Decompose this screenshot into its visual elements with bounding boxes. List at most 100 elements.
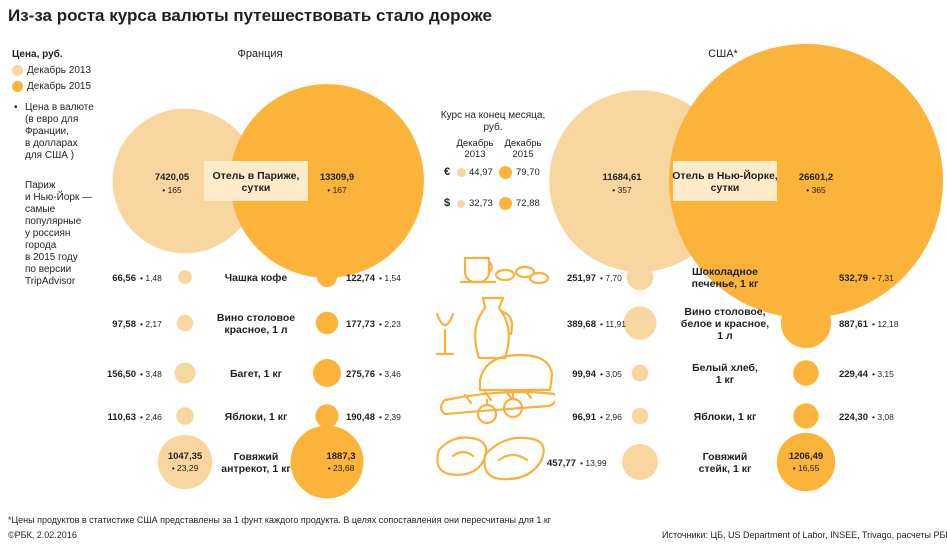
usa-bubble-2013	[622, 444, 658, 480]
dollar-2013-value: 32,73	[469, 198, 493, 209]
france-rub2015-label: 1887,3	[326, 451, 355, 462]
usa-rub2013-label: 457,77	[547, 458, 576, 469]
france-cur2013-label: • 3,48	[140, 369, 162, 379]
steak-icon	[436, 436, 545, 481]
france-cur2015-label: • 2,39	[379, 412, 401, 422]
usa-item-label: Яблоки, 1 кг	[694, 411, 757, 423]
usa-rub2013-label: 251,97	[567, 273, 596, 284]
usa-item-label: Шоколадное	[692, 266, 758, 278]
france-bubble-2015	[313, 359, 341, 387]
france-item-label: Яблоки, 1 кг	[225, 411, 288, 423]
usa-bubble-2013	[623, 306, 657, 340]
usa-cur2013-label: • 357	[612, 185, 632, 195]
france-rub2015-label: 13309,9	[320, 172, 354, 183]
euro-symbol: €	[444, 166, 451, 178]
euro-2015-value: 79,70	[516, 167, 540, 178]
legend-dec2015-swatch	[12, 81, 23, 92]
usa-item-label: сутки	[711, 182, 740, 194]
currency-bullet: •	[14, 102, 18, 113]
usa-bubble-2013	[631, 407, 649, 425]
legend-dec2013-swatch	[12, 65, 23, 76]
france-rub2013-label: 110,63	[107, 412, 136, 423]
france-bubble-2015	[316, 266, 338, 288]
usa-cur2015-label: • 3,15	[872, 369, 894, 379]
usa-bubble-2015	[793, 403, 819, 429]
france-cur2013-label: • 2,17	[140, 319, 162, 329]
chart-title: Из-за роста курса валюты путешествовать …	[8, 6, 492, 25]
dollar-symbol: $	[444, 197, 451, 209]
rates-col-2013: Декабрь 2013	[456, 138, 494, 160]
usa-rub2013-label: 96,91	[572, 412, 596, 423]
legend-dec2015-label: Декабрь 2015	[27, 81, 92, 92]
usa-bubble-2013	[631, 364, 649, 382]
usa-rub2013-label: 99,94	[572, 369, 596, 380]
france-rub2013-label: 156,50	[107, 369, 136, 380]
france-bubble-2013	[176, 314, 194, 332]
sources: Источники: ЦБ, US Department of Labor, I…	[662, 530, 947, 540]
france-rub2015-label: 177,73	[346, 319, 375, 330]
usa-rub2013-label: 389,68	[567, 319, 596, 330]
dollar-2013-dot	[457, 200, 465, 208]
usa-rub2015-label: 532,79	[839, 273, 868, 284]
france-cur2013-label: • 165	[162, 185, 182, 195]
france-cur2015-label: • 167	[327, 185, 347, 195]
usa-item-label: стейк, 1 кг	[699, 463, 752, 475]
france-panel-title: Франция	[237, 48, 282, 60]
cookies-icon	[494, 265, 550, 285]
france-item-label: Говяжий	[234, 451, 279, 463]
currency-note: Цена в валюте (в евро для Франции, в дол…	[25, 102, 94, 161]
usa-hotel-label-band	[673, 161, 777, 201]
usa-item-label: печенье, 1 кг	[692, 278, 759, 290]
usa-cur2015-label: • 365	[806, 185, 826, 195]
credit: ©РБК, 2.02.2016	[8, 530, 77, 540]
france-item-label: красное, 1 л	[224, 324, 287, 336]
france-bubble-2015	[315, 311, 339, 335]
usa-rub2015-label: 229,44	[839, 369, 869, 380]
france-bubble-2013	[178, 270, 192, 284]
usa-item-label: Белый хлеб,	[692, 362, 758, 374]
usa-rub2015-label: 1206,49	[789, 451, 823, 462]
usa-cur2015-label: • 7,31	[872, 273, 894, 283]
france-cur2015-label: • 23,68	[328, 463, 355, 473]
euro-2013-value: 44,97	[469, 167, 493, 178]
usa-bubble-2015	[776, 432, 836, 492]
usa-item-label: белое и красное,	[681, 318, 769, 330]
france-item-label: Отель в Париже,	[213, 170, 300, 182]
france-rub2015-label: 122,74	[346, 273, 376, 284]
france-bubble-2015	[290, 425, 364, 499]
france-bubble-2013	[112, 108, 258, 254]
usa-item-label: Вино столовое,	[684, 306, 765, 318]
france-item-label: антрекот, 1 кг	[221, 463, 291, 475]
france-cur2015-label: • 3,46	[379, 369, 401, 379]
usa-item-label: Отель в Нью-Йорке,	[672, 169, 778, 182]
france-bubble-2015	[315, 404, 339, 428]
euro-2015-dot	[499, 166, 512, 179]
dollar-2015-value: 72,88	[516, 198, 540, 209]
food-illustration	[435, 256, 555, 481]
france-rub2013-label: 7420,05	[155, 172, 190, 183]
usa-rub2013-label: 11684,61	[602, 172, 642, 183]
france-cur2013-label: • 1,48	[140, 273, 162, 283]
usa-bubble-2015	[780, 297, 832, 349]
france-item-label: Вино столовое	[217, 312, 295, 324]
france-hotel-label-band	[204, 161, 308, 201]
bubbles-layer	[112, 43, 944, 499]
usa-item-label: 1 л	[717, 330, 732, 342]
legend-dec2013-label: Декабрь 2013	[27, 65, 92, 76]
france-rub2013-label: 97,58	[112, 319, 136, 330]
france-rub2013-label: 66,56	[112, 273, 136, 284]
france-rub2013-label: 1047,35	[168, 451, 203, 462]
france-bubble-2013	[176, 407, 194, 425]
france-cur2015-label: • 1,54	[379, 273, 401, 283]
footnote: *Цены продуктов в статистике США предста…	[8, 515, 552, 525]
france-item-label: Багет, 1 кг	[230, 368, 283, 380]
france-bubble-2013	[157, 434, 213, 490]
usa-bubble-2015	[668, 43, 944, 319]
france-cur2013-label: • 23,29	[172, 463, 199, 473]
france-rub2015-label: 190,48	[346, 412, 375, 423]
rates-col-2015: Декабрь 2015	[504, 138, 542, 160]
france-cur2015-label: • 2,23	[379, 319, 401, 329]
france-item-label: Чашка кофе	[225, 272, 288, 284]
france-item-label: сутки	[242, 182, 271, 194]
usa-item-label: Говяжий	[703, 451, 748, 463]
